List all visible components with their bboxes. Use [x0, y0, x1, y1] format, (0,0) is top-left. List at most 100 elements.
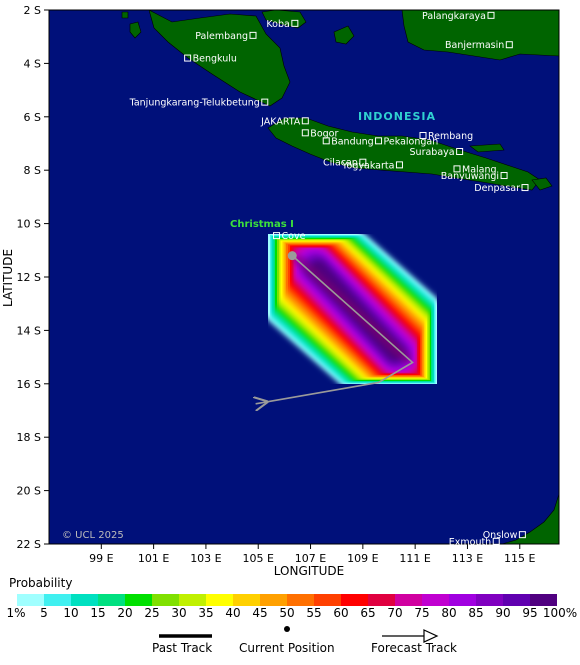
- city-marker-icon: [395, 161, 403, 169]
- y-tick-label: 18 S: [17, 431, 41, 444]
- island-label: Christmas I: [230, 219, 294, 230]
- city-marker-icon: [518, 531, 526, 539]
- legend-swatch: [44, 594, 71, 606]
- x-tick-label: 101 E: [138, 552, 169, 565]
- city-label: Malang: [462, 164, 497, 175]
- y-tick-label: 22 S: [17, 538, 41, 551]
- city-label: Bandung: [331, 136, 373, 147]
- legend-swatch: [449, 594, 476, 606]
- country-label: INDONESIA: [358, 110, 436, 123]
- city-marker-icon: [521, 184, 529, 192]
- legend-label: 90: [495, 606, 511, 620]
- land-layer: [121, 10, 559, 544]
- city-marker-icon: [322, 137, 330, 145]
- legend-label: 45: [252, 606, 268, 620]
- y-tick-label: 12 S: [17, 271, 41, 284]
- probability-legend: Probability 1% 5 10 15 20 25 30 35 40 45 50 55 60 65 7…: [0, 576, 580, 665]
- small-island-north: [129, 21, 142, 39]
- legend-swatch: [503, 594, 530, 606]
- city-label: Koba: [266, 19, 289, 30]
- y-tick-label: 20 S: [17, 485, 41, 498]
- borneo: [401, 10, 559, 61]
- australia: [501, 493, 559, 544]
- legend-swatch: [206, 594, 233, 606]
- legend-label: 15: [90, 606, 106, 620]
- y-axis-title: LATITUDE: [1, 249, 15, 307]
- city-marker-icon: [453, 165, 461, 173]
- city-label: Pekalongan: [384, 136, 439, 147]
- legend-swatch: [395, 594, 422, 606]
- legend-label: 80: [441, 606, 457, 620]
- city-label: Palembang: [195, 31, 248, 42]
- legend-label: 70: [387, 606, 403, 620]
- city-label: Tanjungkarang-Telukbetung: [129, 98, 260, 109]
- x-tick-label: 103 E: [190, 552, 221, 565]
- city-label: Cove: [282, 231, 306, 242]
- city-marker-icon: [291, 19, 299, 27]
- city-label: Denpasar: [474, 183, 520, 194]
- city-marker-icon: [375, 137, 383, 145]
- city-marker-icon: [261, 98, 269, 106]
- legend-label: 100%: [542, 606, 578, 620]
- x-tick-label: 115 E: [504, 552, 535, 565]
- legend-title: Probability: [9, 576, 73, 590]
- city-marker-icon: [487, 11, 495, 19]
- track-key-symbols: [159, 626, 439, 643]
- y-tick-label: 16 S: [17, 378, 41, 391]
- legend-swatch: [476, 594, 503, 606]
- city-label: Rembang: [428, 131, 473, 142]
- city-label: Cilacap: [323, 158, 358, 169]
- city-label: Exmouth: [449, 537, 491, 548]
- city-marker-icon: [419, 131, 427, 139]
- legend-swatch: [368, 594, 395, 606]
- legend-label: 85: [468, 606, 484, 620]
- x-axis-ticks: 99 E 101 E 103 E 105 E 107 E 109 E 111 E 113 E 1…: [89, 544, 536, 565]
- x-tick-label: 107 E: [295, 552, 326, 565]
- legend-swatch: [422, 594, 449, 606]
- legend-label: 35: [198, 606, 214, 620]
- belitung: [333, 25, 355, 45]
- city-marker-icon: [505, 41, 513, 49]
- current-position-label: Current Position: [239, 641, 335, 655]
- city-label: Surabaya: [410, 147, 455, 158]
- y-tick-label: 6 S: [24, 111, 41, 124]
- city-marker-icon: [249, 31, 257, 39]
- forecast-track-label: Forecast Track: [371, 641, 457, 655]
- legend-label: 10: [63, 606, 79, 620]
- current-position-symbol: [284, 626, 290, 632]
- small-island-mid: [121, 11, 129, 19]
- madura: [469, 143, 505, 153]
- legend-label: 75: [414, 606, 430, 620]
- legend-label: 95: [522, 606, 538, 620]
- y-tick-label: 2 S: [24, 4, 41, 17]
- x-tick-label: 109 E: [347, 552, 378, 565]
- legend-label: 30: [171, 606, 187, 620]
- city-label: Banyuwangi: [441, 171, 499, 182]
- city-label: Palangkaraya: [422, 11, 486, 22]
- legend-label: 65: [360, 606, 376, 620]
- track-map: 99 E 101 E 103 E 105 E 107 E 109 E 111 E 113 E 1…: [1, 4, 560, 576]
- legend-swatch: [98, 594, 125, 606]
- forecast-arrowhead-symbol: [423, 629, 439, 643]
- bali: [531, 177, 553, 191]
- legend-swatch: [71, 594, 98, 606]
- legend-label: 40: [225, 606, 241, 620]
- legend-label: 5: [40, 606, 48, 620]
- legend-swatch: [17, 594, 44, 606]
- forecast-track-line: [256, 255, 414, 404]
- legend-swatch: [287, 594, 314, 606]
- city-label: Onslow: [483, 530, 518, 541]
- legend-swatch: [179, 594, 206, 606]
- city-label: Bogor: [310, 128, 338, 139]
- legend-label: 20: [117, 606, 133, 620]
- copyright-label: © UCL 2025: [62, 530, 124, 541]
- city-label: Banjermasin: [445, 40, 504, 51]
- y-tick-label: 10 S: [17, 218, 41, 231]
- city-label: Bengkulu: [193, 54, 237, 65]
- forecast-track: [256, 251, 414, 404]
- legend-color-bar: [17, 594, 557, 606]
- x-tick-label: 111 E: [399, 552, 430, 565]
- y-tick-label: 4 S: [24, 57, 41, 70]
- city-marker-icon: [500, 172, 508, 180]
- x-tick-label: 99 E: [89, 552, 113, 565]
